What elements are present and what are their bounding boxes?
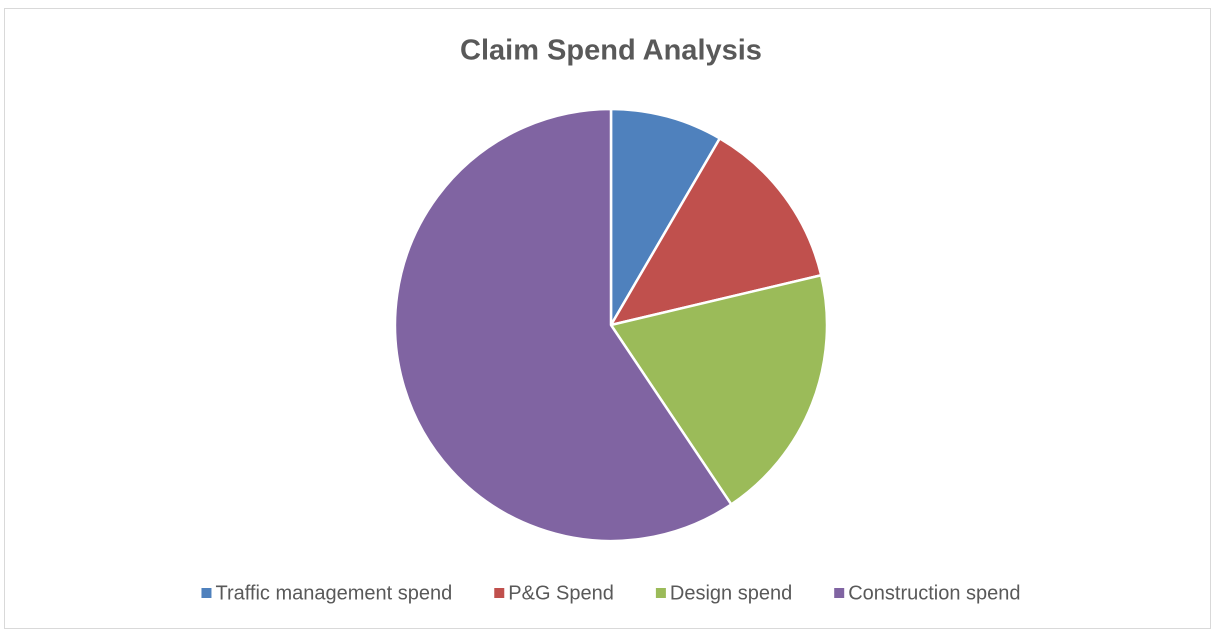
chart-title: Claim Spend Analysis bbox=[460, 35, 762, 67]
legend-label: Construction spend bbox=[848, 582, 1020, 604]
pie-slice bbox=[609, 107, 722, 327]
legend-swatch bbox=[201, 588, 212, 598]
legend-swatch bbox=[834, 588, 845, 598]
legend: Traffic management spend P&G Spend Design … bbox=[201, 582, 1021, 604]
pie-slice bbox=[609, 273, 829, 506]
pie-slice bbox=[393, 107, 733, 543]
legend-label: Design spend bbox=[670, 582, 792, 604]
legend-label: Traffic management spend bbox=[215, 582, 452, 604]
legend-label: P&G Spend bbox=[508, 582, 614, 604]
legend-swatch bbox=[494, 588, 505, 598]
pie-slice bbox=[609, 137, 823, 327]
legend-swatch bbox=[655, 588, 666, 598]
